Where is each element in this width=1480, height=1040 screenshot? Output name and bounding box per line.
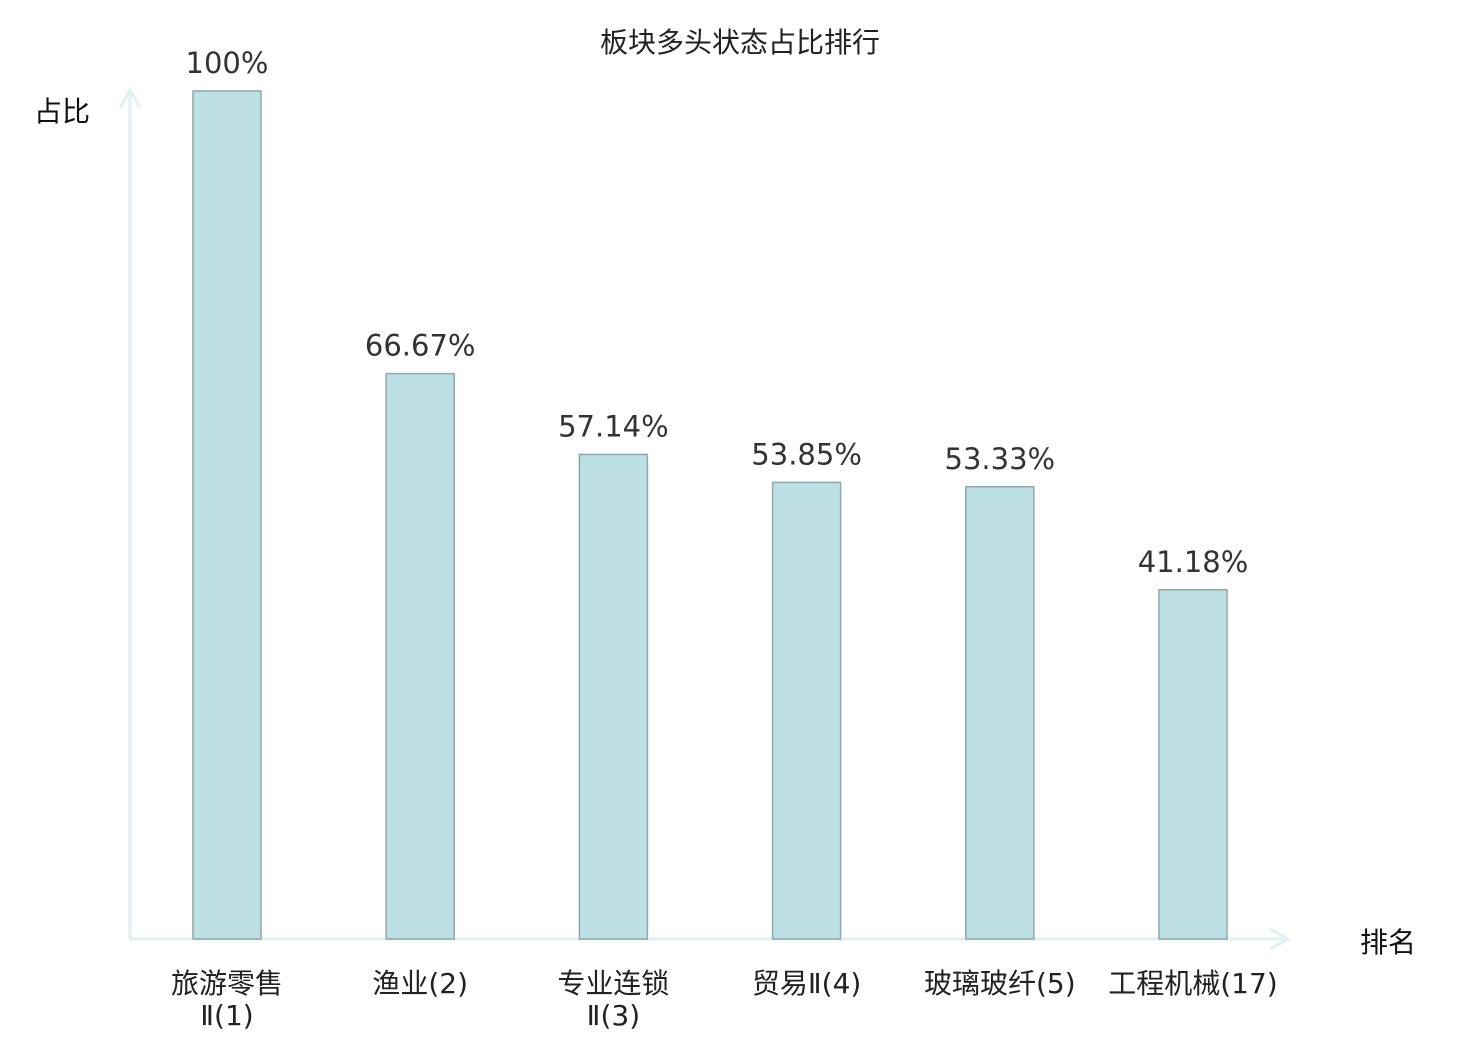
x-tick-label: 专业连锁 <box>557 967 669 1000</box>
x-tick-label: 贸易Ⅱ(4) <box>752 967 861 1000</box>
y-axis-arrow-icon <box>118 86 142 109</box>
bar <box>771 481 842 940</box>
x-axis-label: 排名 <box>1360 926 1416 959</box>
x-tick-label: 渔业(2) <box>372 967 468 1000</box>
x-tick-label: 玻璃玻纤(5) <box>924 967 1076 1000</box>
data-label: 53.33% <box>945 442 1056 476</box>
data-label: 100% <box>186 46 269 80</box>
data-label: 57.14% <box>558 409 669 443</box>
y-axis-label: 占比 <box>34 95 90 128</box>
chart-title: 板块多头状态占比排行 <box>600 26 880 59</box>
bar <box>385 372 455 940</box>
x-tick-label: 工程机械(17) <box>1108 967 1277 1000</box>
bar <box>1158 589 1228 940</box>
bar <box>965 486 1035 940</box>
x-axis-arrow-icon <box>1269 927 1292 951</box>
bar <box>578 453 649 940</box>
data-label: 53.85% <box>751 437 862 471</box>
data-label: 41.18% <box>1138 545 1249 579</box>
x-tick-label: Ⅱ(3) <box>587 999 640 1032</box>
data-label: 66.67% <box>365 329 476 363</box>
axes <box>118 86 1292 951</box>
x-tick-label: 旅游零售 <box>171 967 283 1000</box>
bar <box>192 90 262 940</box>
x-tick-label: Ⅱ(1) <box>200 999 253 1032</box>
